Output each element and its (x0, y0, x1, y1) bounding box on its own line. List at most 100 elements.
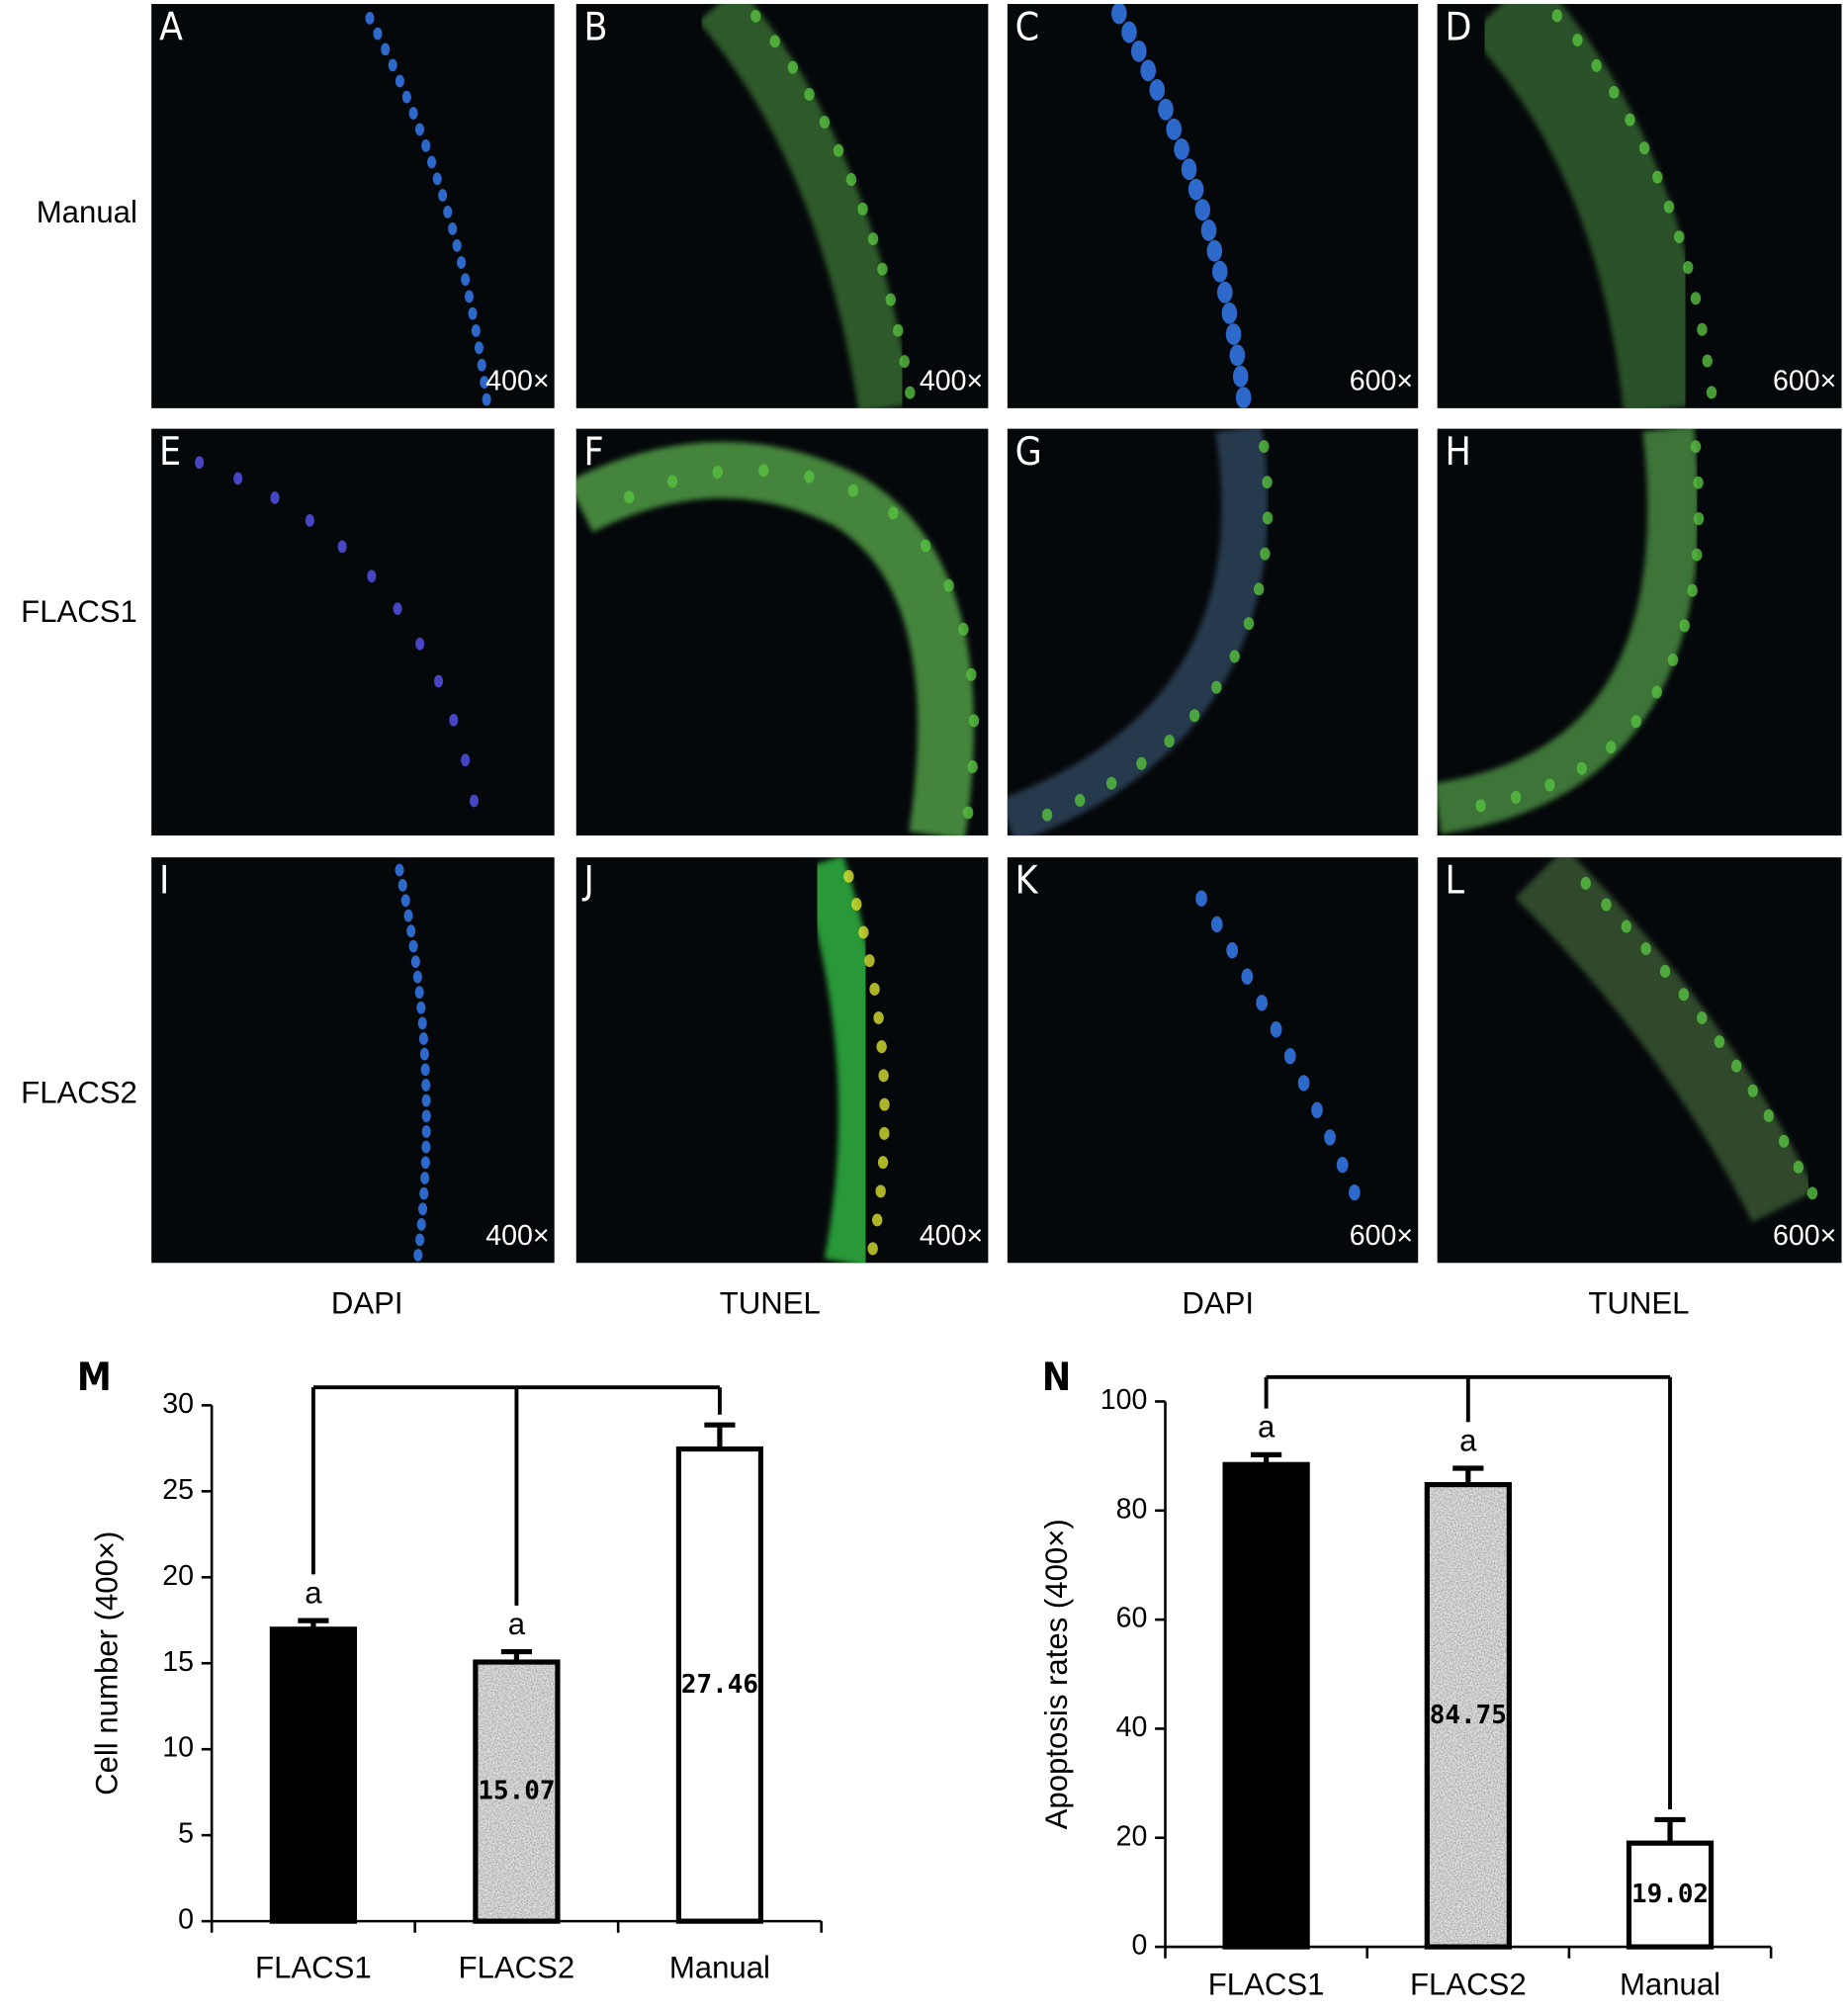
y-tick-label: 20 (1116, 1820, 1148, 1852)
nucleus (893, 323, 904, 337)
nucleus (365, 11, 375, 25)
micrograph: F (575, 428, 989, 836)
nucleus (1687, 583, 1698, 597)
nucleus (421, 139, 431, 152)
micrograph: L 600× (1437, 857, 1842, 1264)
nucleus (968, 714, 980, 728)
nucleus (421, 1140, 431, 1154)
nucleus (1576, 761, 1587, 775)
nucleus (452, 239, 462, 252)
nucleus (416, 1001, 426, 1014)
magnification: 600× (1773, 1220, 1836, 1252)
nucleus (966, 667, 977, 681)
micrograph-content (799, 857, 890, 1264)
nucleus (410, 955, 420, 968)
nucleus (787, 60, 799, 74)
nucleus (1253, 582, 1265, 596)
y-tick-label: 10 (162, 1732, 194, 1764)
nucleus (877, 262, 888, 276)
nucleus (1166, 118, 1182, 140)
nucleus (1140, 59, 1157, 82)
panel-letter: I (159, 859, 169, 904)
x-tick-label: FLACS1 (1208, 1968, 1325, 2002)
nucleus (1226, 941, 1239, 959)
nucleus (1667, 653, 1679, 666)
nucleus (1241, 968, 1254, 985)
column-label: TUNEL (720, 1285, 821, 1320)
significance-label: a (508, 1607, 526, 1641)
nucleus (480, 376, 489, 390)
nucleus (416, 1217, 426, 1231)
magnification: 400× (920, 365, 983, 396)
specimen (1468, 4, 1714, 408)
nucleus (879, 1126, 890, 1140)
nucleus (457, 256, 467, 269)
x-tick-label: FLACS2 (459, 1951, 575, 1985)
value-label: 19.02 (1631, 1880, 1709, 1909)
nucleus (270, 491, 280, 504)
nucleus (873, 1010, 884, 1024)
nucleus (1806, 1186, 1818, 1200)
nucleus (1262, 511, 1274, 525)
nucleus (1181, 158, 1197, 181)
nucleus (1663, 200, 1675, 214)
nucleus (464, 290, 475, 304)
y-tick-label: 60 (1116, 1603, 1148, 1634)
micrograph-content (1111, 4, 1252, 408)
nucleus (1714, 1035, 1725, 1049)
specimen (1437, 428, 1700, 834)
y-tick-label: 15 (162, 1646, 194, 1678)
nucleus (857, 202, 868, 216)
micrograph-bg (1007, 4, 1419, 408)
nucleus (804, 87, 815, 101)
nucleus (1260, 547, 1271, 561)
nucleus (1697, 1010, 1708, 1024)
nucleus (858, 925, 869, 939)
nucleus (1229, 344, 1246, 367)
magnification: 600× (1773, 365, 1836, 396)
magnification: 400× (920, 1220, 983, 1252)
micrograph-bg (575, 857, 989, 1264)
y-tick-label: 40 (1116, 1711, 1148, 1743)
value-label: 88.43 (1228, 1691, 1305, 1720)
nucleus (1730, 1059, 1742, 1073)
nucleus (1075, 793, 1086, 807)
nucleus (195, 456, 205, 470)
nucleus (1297, 1075, 1310, 1092)
nucleus (417, 1016, 427, 1030)
nucleus (1349, 1183, 1361, 1201)
panel-letter: F (584, 430, 604, 475)
nucleus (418, 1202, 428, 1216)
nucleus (1690, 440, 1702, 454)
nucleus (1693, 512, 1705, 526)
nucleus (1131, 40, 1147, 62)
panel-label: N (1042, 1356, 1071, 1400)
nucleus (1136, 756, 1147, 770)
micrograph-content (365, 11, 491, 406)
nucleus (1200, 219, 1217, 241)
nucleus (1625, 113, 1635, 127)
panel-letter: L (1445, 859, 1464, 904)
nucleus (406, 924, 416, 937)
nucleus (1690, 292, 1702, 306)
column-label: TUNEL (1588, 1285, 1689, 1320)
nucleus (449, 713, 459, 727)
nucleus (419, 1186, 429, 1200)
x-tick-label: Manual (1620, 1968, 1720, 2002)
nucleus (1111, 4, 1127, 25)
nucleus (438, 189, 448, 202)
nucleus (905, 386, 916, 399)
x-tick-label: FLACS1 (255, 1951, 372, 1985)
micrograph: C 600× (1007, 4, 1419, 408)
nucleus (1609, 85, 1620, 99)
nucleus (1693, 476, 1704, 489)
nucleus (1225, 323, 1242, 345)
nucleus (1164, 735, 1175, 748)
row-label: Manual (37, 195, 137, 229)
nucleus (1679, 619, 1690, 633)
nucleus (1630, 715, 1641, 729)
nucleus (847, 483, 859, 497)
nucleus (1211, 680, 1222, 694)
nucleus (433, 674, 444, 688)
nucleus (872, 1213, 883, 1227)
